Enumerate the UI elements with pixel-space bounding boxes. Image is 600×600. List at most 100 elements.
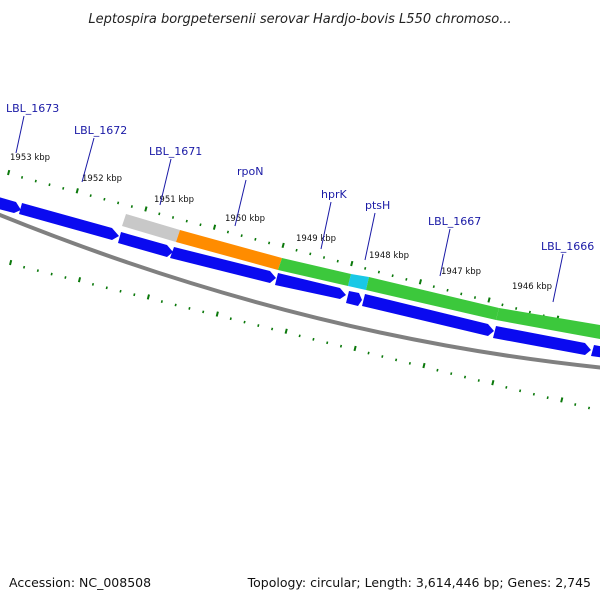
gene-block-LBL_1666[interactable] [496,308,600,339]
scale-tick-minor [546,396,549,400]
scale-tick-major [144,206,148,212]
pseudogene-block[interactable] [122,214,180,242]
label-pointer-line-icon [159,158,172,206]
scale-ticks-inner [9,259,591,410]
scale-label-1948-kbp: 1948 kbp [369,251,409,261]
scale-label-1946-kbp: 1946 kbp [512,282,552,292]
scale-tick-minor [295,248,298,252]
scale-label-1951-kbp: 1951 kbp [154,195,194,205]
gene-block-rpoN[interactable] [176,230,282,270]
scale-tick-major [491,380,495,386]
gene-label-hprk[interactable]: hprK [321,188,347,201]
scale-tick-minor [339,344,343,348]
gene-label-lbl-1672[interactable]: LBL_1672 [74,124,127,137]
scale-tick-minor [463,375,467,379]
scale-tick-minor [48,183,51,187]
cds-arrow[interactable] [170,247,276,283]
scale-ticks-outer [7,169,600,332]
scale-tick-minor [103,197,106,201]
scale-tick-major [422,362,426,369]
scale-tick-minor [322,256,326,259]
scale-tick-minor [377,270,381,274]
label-pointer-line-icon [552,253,564,303]
cds-arrow[interactable] [362,294,494,336]
scale-tick-minor [446,288,449,292]
scale-tick-minor [185,219,188,223]
scale-tick-minor [130,205,133,208]
scale-tick-minor [23,265,26,269]
map-title: Leptospira borgpetersenii serovar Hardjo… [88,12,511,27]
scale-label-1950-kbp: 1950 kbp [225,214,265,224]
chromosome-backbone [0,212,600,370]
scale-tick-major [7,169,11,176]
scale-tick-minor [587,406,591,410]
scale-tick-minor [436,368,439,372]
scale-tick-major [9,259,13,266]
scale-tick-minor [309,252,312,256]
scale-tick-minor [50,272,53,276]
cds-arrow[interactable] [118,232,173,257]
cds-arrow[interactable] [0,196,21,213]
label-pointer-line-icon [439,228,451,277]
scale-label-1953-kbp: 1953 kbp [10,153,50,163]
scale-tick-minor [450,372,453,376]
label-pointer-line-icon [234,179,247,227]
scale-tick-major [560,397,564,403]
gene-block-hprK[interactable] [278,258,351,286]
scale-tick-major [77,277,82,283]
scale-tick-minor [312,337,315,341]
scale-tick-minor [174,303,177,307]
label-pointer-line-icon [81,137,95,183]
scale-tick-minor [202,310,205,314]
cds-arrow[interactable] [591,345,600,358]
cds-arrow[interactable] [346,291,362,306]
scale-tick-minor [336,259,339,263]
scale-tick-minor [158,212,161,216]
cds-arrow[interactable] [275,273,346,299]
scale-tick-major [281,242,285,249]
scale-tick-minor [477,379,480,382]
scale-tick-minor [367,351,370,355]
label-pointer-line-icon [320,201,332,250]
cds-arrow[interactable] [19,203,119,240]
gene-labels: LBL_1673 LBL_1672 LBL_1671 rpoN hprK pts… [6,102,594,303]
scale-tick-minor [36,269,39,273]
scale-tick-minor [91,282,95,286]
gene-block-LBL_1667[interactable] [366,277,499,320]
gene-label-ptsh[interactable]: ptsH [365,199,390,212]
scale-tick-minor [460,292,463,296]
scale-tick-major [212,224,217,230]
scale-tick-minor [271,327,274,331]
scale-tick-minor [528,310,531,314]
scale-tick-minor [226,230,230,234]
scale-tick-minor [105,286,108,290]
scale-tick-minor [395,358,398,362]
scale-tick-major [418,279,423,285]
scale-tick-minor [64,276,67,279]
scale-tick-minor [188,307,191,310]
scale-tick-minor [515,307,518,310]
scale-tick-major [487,297,491,303]
scale-tick-minor [34,179,37,183]
scale-tick-major [215,311,219,317]
scale-tick-minor [432,285,435,289]
scale-tick-minor [243,320,246,324]
cds-arrow[interactable] [493,326,591,355]
label-pointer-line-icon [364,212,376,261]
gene-block-ptsH[interactable] [348,274,369,290]
gene-label-lbl-1673[interactable]: LBL_1673 [6,102,59,115]
scale-tick-major [284,328,288,334]
scale-tick-minor [326,341,329,345]
gene-label-lbl-1666[interactable]: LBL_1666 [541,240,594,253]
scale-tick-minor [532,392,535,396]
genome-summary-text: Topology: circular; Length: 3,614,446 bp… [247,575,591,590]
accession-text: Accession: NC_008508 [9,575,152,590]
cds-track-lower [0,196,600,358]
scale-tick-major [353,345,357,352]
scale-labels: 1953 kbp 1952 kbp 1951 kbp 1950 kbp 1949… [10,153,552,292]
gene-label-lbl-1667[interactable]: LBL_1667 [428,215,481,228]
gene-label-lbl-1671[interactable]: LBL_1671 [149,145,202,158]
gene-label-rpon[interactable]: rpoN [237,165,263,178]
